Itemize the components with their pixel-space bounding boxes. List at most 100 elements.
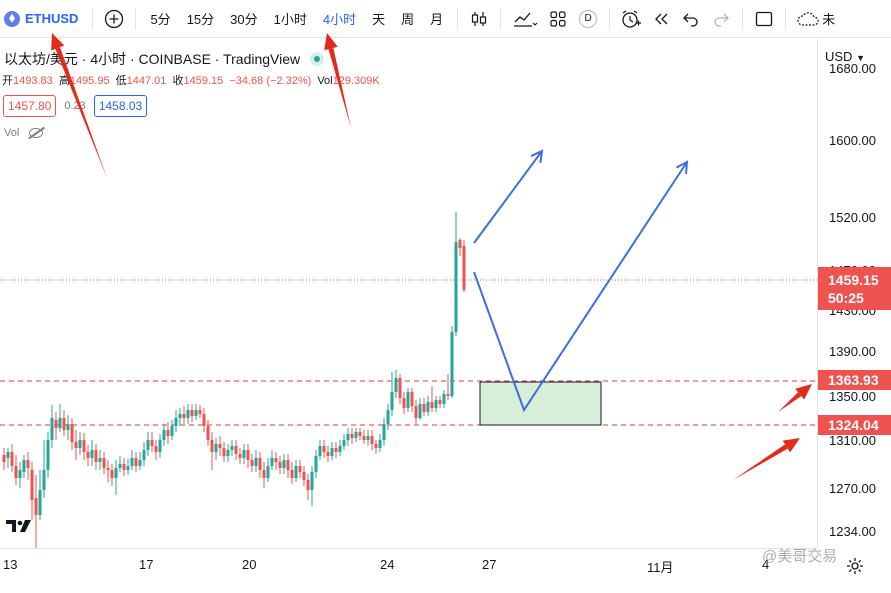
candle-body-down <box>462 246 466 290</box>
time-tick-label: 17 <box>139 557 154 572</box>
divider <box>135 7 137 30</box>
interval-5m[interactable]: 5分 <box>150 12 171 27</box>
candle-body-up <box>366 436 370 440</box>
currency-selector[interactable]: USD ▼ <box>825 49 865 64</box>
candle-body-down <box>302 472 306 480</box>
candle-body-down <box>150 440 154 446</box>
price-axis[interactable] <box>817 39 891 548</box>
candle-body-up <box>98 458 102 462</box>
high-label: 高 <box>58 75 70 87</box>
market-open-dot-icon <box>310 52 325 66</box>
candle-body-up <box>318 446 322 456</box>
interval-week[interactable]: 周 <box>401 12 415 27</box>
candle-body-up <box>214 444 218 452</box>
candle-body-up <box>186 410 190 418</box>
candle-body-up <box>194 410 198 416</box>
candle-body-up <box>50 418 54 440</box>
divider <box>742 7 744 30</box>
cloud-save-button[interactable]: 未 <box>792 0 835 38</box>
divider <box>92 7 94 30</box>
projection-path-2 <box>473 161 688 413</box>
candle-body-down <box>274 458 278 462</box>
time-tick-label: 20 <box>242 557 257 572</box>
eye-crossed-icon[interactable] <box>29 128 44 138</box>
candle-body-down <box>34 498 38 515</box>
candle-body-up <box>226 450 230 456</box>
d-badge[interactable]: D <box>573 0 603 38</box>
candle-body-up <box>162 430 166 440</box>
interval-15m[interactable]: 15分 <box>186 12 215 27</box>
candle-body-up <box>158 440 162 452</box>
divider <box>457 7 459 30</box>
candle-body-down <box>206 426 210 440</box>
candle-body-down <box>74 442 78 448</box>
last-price-label: 1459.15 <box>828 272 879 288</box>
candle-body-down <box>402 398 406 408</box>
price-tick-label: 1680.00 <box>829 61 876 76</box>
chevron-down-icon: ▼ <box>856 53 865 63</box>
candle-body-down <box>458 240 462 248</box>
candle-body-up <box>442 394 446 404</box>
time-tick-label: 11月 <box>647 560 674 575</box>
plus-circle-icon[interactable] <box>99 0 129 38</box>
interval-1h[interactable]: 1小时 <box>273 12 307 27</box>
bid-button[interactable]: 1457.80 <box>3 95 57 117</box>
redo-icon[interactable] <box>706 0 736 38</box>
cloud-icon <box>797 11 819 26</box>
candle-body-down <box>374 444 378 448</box>
interval-4h[interactable]: 4小时 <box>322 12 357 27</box>
rewind-icon[interactable] <box>646 0 676 38</box>
candle-body-up <box>314 456 318 472</box>
gear-icon[interactable] <box>846 557 864 580</box>
undo-icon[interactable] <box>676 0 706 38</box>
layout-grid-icon[interactable] <box>543 0 573 38</box>
candle-body-up <box>114 468 118 478</box>
level-2-tag: 1324.04 <box>818 415 891 435</box>
candle-body-up <box>78 440 82 448</box>
candle-body-up <box>46 440 50 470</box>
symbol-search-button[interactable]: ETHUSD <box>0 0 78 38</box>
open-value: 1493.83 <box>13 75 53 87</box>
candle-body-down <box>134 458 138 466</box>
candle-body-up <box>90 450 94 458</box>
tradingview-logo-icon[interactable] <box>6 519 32 536</box>
ask-button[interactable]: 1458.03 <box>93 95 148 117</box>
alarm-clock-icon[interactable] <box>616 0 646 38</box>
interval-month[interactable]: 月 <box>430 12 444 27</box>
candle-body-down <box>326 452 330 456</box>
candle-body-down <box>250 460 254 466</box>
candle-body-down <box>298 466 302 472</box>
projection-up-arrow-1 <box>473 150 543 244</box>
interval-day[interactable]: 天 <box>372 12 386 27</box>
candle-body-up <box>230 446 234 450</box>
bid-ask: 1457.80 0.23 1458.03 <box>3 95 148 117</box>
candlestick-chart[interactable] <box>0 39 817 548</box>
candle-body-down <box>86 452 90 458</box>
square-icon[interactable] <box>749 0 779 38</box>
time-axis[interactable] <box>0 548 817 593</box>
candle-body-up <box>434 400 438 408</box>
watermark: @美哥交易 <box>762 548 838 565</box>
candle-body-up <box>242 450 246 458</box>
candle-body-down <box>62 418 66 430</box>
candle-body-up <box>118 464 122 468</box>
candles-icon[interactable] <box>464 0 494 38</box>
candle-body-up <box>6 452 10 458</box>
currency-label: USD <box>825 49 853 64</box>
candle-body-down <box>414 406 418 418</box>
projection-arrowhead-1 <box>530 149 544 164</box>
price-tick-label: 1390.00 <box>829 344 876 359</box>
candle-body-down <box>278 462 282 468</box>
candle-body-down <box>350 434 354 438</box>
candle-body-up <box>170 426 174 436</box>
candle-body-down <box>222 448 226 456</box>
candle-body-down <box>198 410 202 414</box>
indicators-icon[interactable] <box>507 0 543 38</box>
candle-body-down <box>2 455 6 462</box>
interval-30m[interactable]: 30分 <box>230 12 258 27</box>
high-value: 1495.95 <box>69 75 110 87</box>
chart-legend-title[interactable]: 以太坊/美元 · 4小时 · COINBASE · TradingView <box>4 49 325 69</box>
cloud-label: 未 <box>822 12 836 27</box>
candle-body-up <box>146 440 150 450</box>
volume-indicator-row[interactable]: Vol <box>4 127 44 139</box>
